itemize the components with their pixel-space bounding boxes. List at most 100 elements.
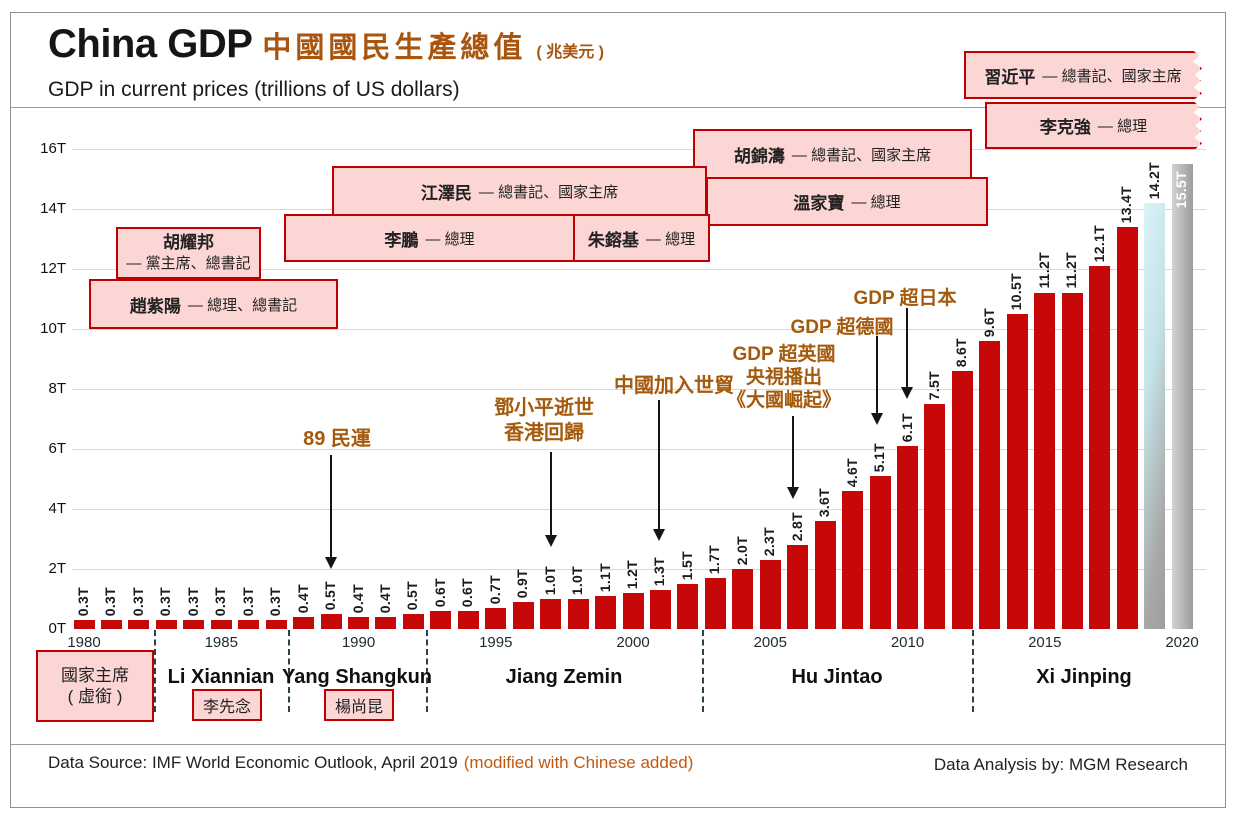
bar-value-label-1990: 0.4T: [349, 583, 366, 613]
footer-divider: [10, 744, 1226, 745]
page-title: China GDP 中國國民生產總值 ( 兆美元 ): [48, 22, 604, 67]
bar-2005: [759, 560, 781, 629]
bar-value-label-1993: 0.6T: [431, 577, 448, 607]
event-gdp-passes-germany: GDP 超德國: [790, 317, 894, 338]
event-wto-entry: 中國加入世貿: [614, 375, 734, 397]
bar-1984: [183, 620, 205, 629]
bar-value-label-1999: 1.1T: [596, 562, 613, 592]
arrow-down-1989: [325, 455, 337, 569]
bar-value-label-2005: 2.3T: [761, 526, 778, 556]
bar-value-label-1982: 0.3T: [129, 586, 146, 616]
leader-name: 江澤民: [420, 183, 472, 203]
gridline-6T: [72, 449, 1206, 450]
title-unit-note: ( 兆美元 ): [536, 44, 604, 61]
y-tick-label-2T: 2T: [48, 560, 66, 577]
event-1989-protests: 89 民運: [303, 428, 371, 450]
bar-2020: [1171, 164, 1193, 629]
arrow-down-2001: [653, 400, 665, 541]
bar-value-label-2014: 10.5T: [1008, 272, 1025, 310]
bar-value-label-2011: 7.5T: [925, 370, 942, 400]
y-tick-label-14T: 14T: [40, 200, 66, 217]
era-divider-2002-03: [702, 630, 704, 712]
leader-name: 朱鎔基: [587, 230, 639, 250]
president-yang-shangkun: Yang Shangkun: [281, 666, 433, 688]
source-note: (modified with Chinese added): [463, 753, 694, 772]
bar-1993: [430, 611, 452, 629]
bar-2001: [649, 590, 671, 629]
leader-role: — 黨主席、總書記: [126, 255, 251, 272]
bar-value-label-1988: 0.4T: [294, 583, 311, 613]
x-tick-label-2015: 2015: [1028, 634, 1062, 651]
president-li-xiannian-zh-box: 李先念: [192, 689, 262, 721]
bar-1998: [567, 599, 589, 629]
bar-2018: [1116, 227, 1138, 629]
data-analysis-credit: Data Analysis by: MGM Research: [933, 755, 1188, 774]
gridline-16T: [72, 149, 1206, 150]
bar-value-label-2003: 1.7T: [706, 544, 723, 574]
leader-box-li-keqiang: 李克強 — 總理: [985, 102, 1202, 149]
bar-2006: [787, 545, 809, 629]
event-deng-death-hk-return: 鄧小平逝世 香港回歸: [494, 397, 594, 444]
bar-2014: [1006, 314, 1028, 629]
header-divider: [10, 107, 1226, 108]
vacant-line2: ( 虛銜 ): [67, 687, 123, 706]
bar-1981: [100, 620, 122, 629]
x-tick-label-2005: 2005: [753, 634, 787, 651]
gridline-2T: [72, 569, 1206, 570]
leader-box-li-peng: 李鵬 — 總理: [284, 214, 575, 262]
president-vacant-box: 國家主席 ( 虛銜 ): [36, 650, 154, 722]
bar-value-label-1994: 0.6T: [459, 577, 476, 607]
bar-value-label-1995: 0.7T: [486, 574, 503, 604]
bar-2007: [814, 521, 836, 629]
title-chinese: 中國國民生產總值: [262, 32, 527, 64]
president-li-xiannian: Li Xiannian: [167, 666, 275, 688]
bar-value-label-1997: 1.0T: [541, 565, 558, 595]
y-tick-label-8T: 8T: [48, 380, 66, 397]
bar-value-label-1989: 0.5T: [322, 580, 339, 610]
bar-1980: [73, 620, 95, 629]
bar-value-label-1986: 0.3T: [239, 586, 256, 616]
bar-value-label-1991: 0.4T: [376, 583, 393, 613]
bar-1990: [348, 617, 369, 629]
bar-value-label-1992: 0.5T: [404, 580, 421, 610]
bar-1992: [402, 614, 424, 629]
bar-value-label-1980: 0.3T: [75, 586, 91, 616]
bar-2011: [924, 404, 946, 629]
gridline-10T: [72, 329, 1206, 330]
bar-1999: [595, 596, 617, 629]
leader-role: — 總理: [851, 194, 901, 211]
y-tick-label-4T: 4T: [48, 500, 66, 517]
bar-1994: [457, 611, 479, 629]
bar-1995: [485, 608, 507, 629]
y-tick-label-10T: 10T: [40, 320, 66, 337]
gridline-12T: [72, 269, 1206, 270]
arrow-down-2010: [901, 308, 913, 399]
bar-1987: [265, 620, 287, 629]
leader-name: 李克強: [1039, 118, 1091, 137]
event-gdp-passes-japan: GDP 超日本: [853, 288, 957, 309]
x-tick-label-2010: 2010: [890, 634, 925, 651]
leader-name: 趙紫陽: [129, 296, 181, 316]
bar-value-label-2018: 13.4T: [1118, 185, 1135, 223]
arrow-down-2009: [871, 336, 883, 425]
leader-name: 胡耀邦: [163, 233, 214, 252]
arrow-down-2006: [787, 416, 799, 499]
data-source: Data Source: IMF World Economic Outlook,…: [48, 753, 694, 772]
gridline-4T: [72, 509, 1206, 510]
bar-value-label-2001: 1.3T: [651, 556, 668, 586]
bar-2002: [677, 584, 699, 629]
bar-2000: [622, 593, 644, 629]
leader-name: 溫家寶: [793, 194, 845, 213]
bar-1982: [128, 620, 150, 629]
bar-2016: [1061, 293, 1083, 629]
y-tick-label-0T: 0T: [48, 620, 66, 637]
era-divider-1982-83: [154, 630, 156, 712]
bar-value-label-2019: 14.2T: [1145, 161, 1162, 199]
bar-1983: [155, 620, 177, 629]
bar-value-label-2009: 5.1T: [871, 442, 888, 472]
y-tick-label-6T: 6T: [48, 440, 66, 457]
x-tick-label-2000: 2000: [616, 634, 650, 651]
bar-1988: [293, 617, 315, 629]
leader-role: — 總理: [1097, 118, 1148, 135]
